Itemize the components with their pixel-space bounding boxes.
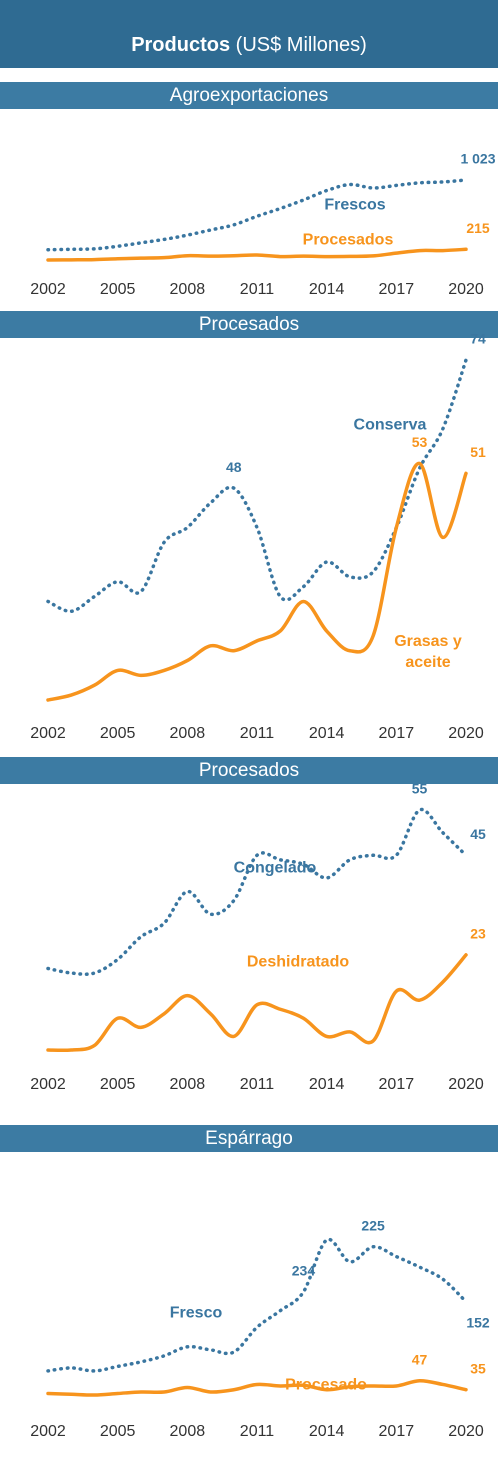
series-line [46, 807, 468, 976]
data-label: 51 [470, 444, 486, 460]
series-name: Congelado [233, 859, 317, 877]
series-line [46, 247, 468, 262]
data-label: 23 [470, 926, 486, 942]
chart-title: Procesados [199, 314, 299, 335]
series-name: Grasas y aceite [394, 633, 462, 671]
series-line [46, 953, 468, 1053]
banner [0, 757, 498, 784]
x-tick-label: 2005 [100, 1076, 136, 1093]
banner [0, 1125, 498, 1152]
x-tick-label: 2017 [379, 1076, 415, 1093]
x-tick-label: 2002 [30, 725, 66, 742]
x-tick-label: 2002 [30, 281, 66, 298]
series-line [46, 358, 468, 614]
series-name: Frescos [324, 196, 386, 214]
x-tick-label: 2017 [379, 725, 415, 742]
data-label: 55 [412, 781, 428, 797]
chart-title: Espárrago [205, 1128, 293, 1149]
x-tick-label: 2005 [100, 281, 136, 298]
x-tick-label: 2014 [309, 281, 345, 298]
header-title: Productos [131, 33, 231, 56]
x-tick-label: 2008 [170, 281, 206, 298]
x-tick-label: 2020 [448, 1076, 484, 1093]
x-tick-label: 2005 [100, 1423, 136, 1440]
chart-title: Procesados [199, 760, 299, 781]
header-subtitle: (US$ Millones) [235, 33, 367, 56]
series-name: Procesado [285, 1376, 367, 1394]
chart-title: Agroexportaciones [170, 85, 328, 106]
data-label: 152 [466, 1314, 490, 1330]
series-name: Deshidratado [246, 953, 350, 971]
series-line [46, 1378, 468, 1397]
x-tick-label: 2008 [170, 1423, 206, 1440]
header: Productos (US$ Millones) [0, 0, 498, 68]
data-label: 35 [470, 1360, 486, 1376]
x-tick-label: 2011 [240, 1423, 275, 1440]
series-name: Procesados [302, 231, 394, 249]
x-tick-label: 2008 [170, 1076, 206, 1093]
x-tick-label: 2014 [309, 1423, 345, 1440]
series-name: Conserva [353, 416, 427, 434]
data-label: 53 [412, 434, 428, 450]
x-tick-label: 2014 [309, 1076, 345, 1093]
x-tick-label: 2017 [379, 281, 415, 298]
x-tick-label: 2020 [448, 725, 484, 742]
banner [0, 82, 498, 109]
data-label: 47 [412, 1351, 428, 1367]
x-tick-label: 2017 [379, 1423, 415, 1440]
data-label: 215 [466, 220, 490, 236]
series-line [46, 461, 468, 702]
x-tick-label: 2008 [170, 725, 206, 742]
series-name: Fresco [169, 1304, 223, 1322]
x-tick-label: 2011 [240, 281, 275, 298]
data-label: 74 [470, 331, 486, 347]
data-label: 45 [470, 826, 486, 842]
banner [0, 311, 498, 338]
x-tick-label: 2011 [240, 725, 275, 742]
x-tick-label: 2005 [100, 725, 136, 742]
x-tick-label: 2002 [30, 1076, 66, 1093]
data-label: 1 023 [460, 151, 495, 167]
x-tick-label: 2020 [448, 281, 484, 298]
series-line [46, 1237, 468, 1373]
data-label: 234 [292, 1263, 316, 1279]
x-tick-label: 2011 [240, 1076, 275, 1093]
x-tick-label: 2020 [448, 1423, 484, 1440]
series-line [46, 178, 468, 252]
data-label: 48 [226, 459, 242, 475]
data-label: 225 [361, 1217, 385, 1233]
x-tick-label: 2014 [309, 725, 345, 742]
x-tick-label: 2002 [30, 1423, 66, 1440]
